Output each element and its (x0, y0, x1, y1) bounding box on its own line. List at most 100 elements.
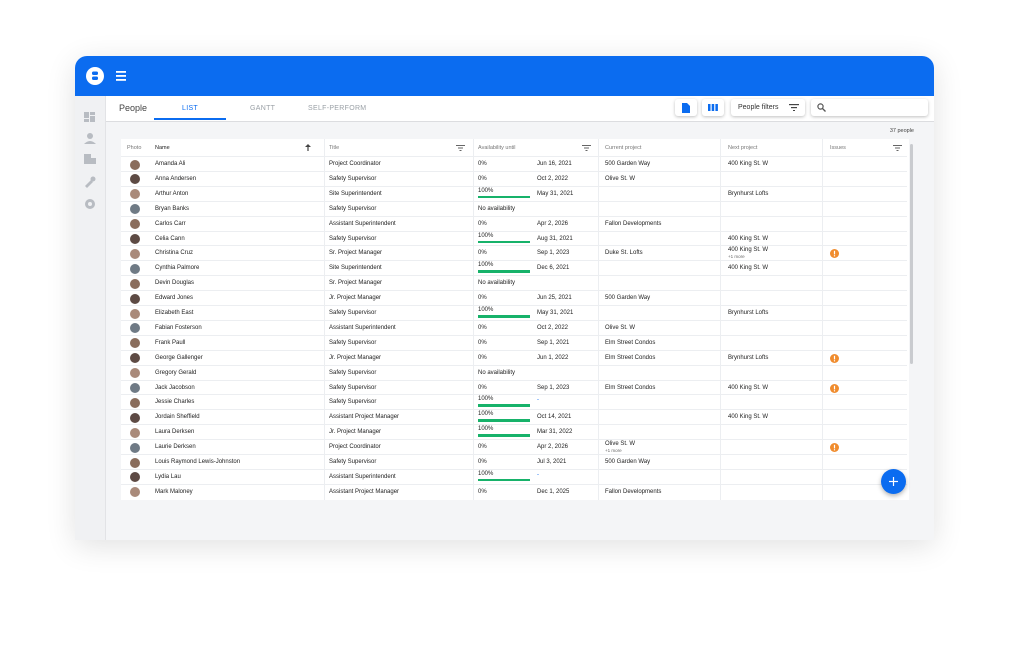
name: Devin Douglas (155, 280, 195, 287)
next-project: 400 King St. W (728, 414, 769, 421)
availability: 0% (478, 161, 487, 167)
filter-icon[interactable] (582, 145, 591, 151)
search-box[interactable] (811, 99, 928, 116)
avatar (130, 383, 140, 393)
logo-and-menu (86, 67, 126, 85)
table-row[interactable]: Lydia Lau Assistant Superintendent 100% - (121, 468, 907, 485)
issue-icon (830, 443, 839, 453)
column-header: Name (155, 145, 170, 151)
availability: 100% (478, 262, 494, 269)
tab[interactable]: LIST (182, 105, 198, 112)
available-until: - (537, 471, 539, 478)
more-count: +1 more (728, 254, 745, 260)
title: Safety Supervisor (329, 459, 377, 465)
availability-bar (478, 434, 530, 437)
table-row[interactable]: Mark Maloney Assistant Project Manager 0% D… (121, 483, 907, 500)
add-button[interactable] (881, 469, 906, 494)
next-project: 400 King St. W (728, 161, 769, 167)
available-until: Jun 25, 2021 (537, 295, 572, 302)
tab[interactable]: GANTT (250, 105, 276, 112)
title: Assistant Superintendent (329, 220, 396, 227)
name: Carlos Carr (155, 220, 186, 227)
table-row[interactable]: Jessie Charles Safety Supervisor 100% - (121, 394, 907, 410)
availability: 0% (478, 488, 487, 495)
issue-icon (830, 353, 839, 363)
table-row[interactable]: Cynthia Palmore Site Superintendent 100% De… (121, 260, 907, 276)
title: Safety Supervisor (329, 205, 377, 212)
title: Assistant Superintendent (329, 473, 396, 480)
avatar (130, 427, 140, 438)
avatar (130, 189, 140, 200)
name: Christina Cruz (155, 250, 194, 257)
section-title: People (119, 103, 148, 113)
table-row[interactable]: George Gallenger Jr. Project Manager 0% Jun… (121, 349, 907, 366)
export-button[interactable] (675, 99, 697, 116)
title: Safety Supervisor (329, 339, 377, 346)
avatar (130, 397, 140, 408)
avatar (130, 368, 140, 379)
available-until: Apr 2, 2026 (537, 444, 569, 451)
avatar (130, 323, 140, 334)
table-row[interactable]: Bryan Banks Safety Supervisor No availabil… (121, 200, 907, 217)
available-until: Jun 1, 2022 (537, 354, 569, 361)
title: Safety Supervisor (329, 310, 377, 316)
avatar (130, 278, 140, 289)
availability-bar (478, 315, 530, 318)
table-row[interactable]: Jack Jacobson Safety Supervisor 0% Sep 1, 2… (121, 379, 907, 396)
table-row[interactable]: Louis Raymond Lewis-Johnston Safety Super… (121, 454, 907, 470)
availability: 0% (478, 444, 487, 451)
table-row[interactable]: Celia Cann Safety Supervisor 100% Aug 31, 2… (121, 230, 907, 247)
column-divider (324, 139, 325, 500)
filter-button[interactable]: People filters (731, 99, 805, 116)
column-header: Availability until (478, 145, 516, 151)
title: Safety Supervisor (329, 235, 377, 242)
next-project: Brynhurst Lofts (728, 190, 769, 197)
availability-bar (478, 240, 530, 243)
name: Louis Raymond Lewis-Johnston (155, 459, 241, 465)
table-row[interactable]: Fabian Fosterson Assistant Superintendent… (121, 319, 907, 336)
columns-button[interactable] (702, 99, 724, 116)
column-divider (720, 139, 721, 500)
table-row[interactable]: Amanda Ali Project Coordinator 0% Jun 16, 2… (121, 156, 907, 172)
avatar (130, 442, 140, 453)
available-until: Jun 16, 2021 (537, 161, 572, 167)
table-row[interactable]: Jordain Sheffield Assistant Project Manag… (121, 409, 907, 425)
current-project: 500 Garden Way (605, 295, 651, 302)
filter-icon[interactable] (893, 145, 902, 151)
table-row[interactable]: Elizabeth East Safety Supervisor 100% May 3… (121, 305, 907, 321)
table-row[interactable]: Frank Paull Safety Supervisor 0% Sep 1, 202… (121, 334, 907, 351)
name: Bryan Banks (155, 205, 190, 212)
sidebar-icons[interactable] (84, 112, 96, 212)
app-window: People LIST GANTT SELF-PERFORM People fi… (75, 56, 934, 540)
next-project: 400 King St. W (728, 384, 769, 391)
table-row[interactable]: Carlos Carr Assistant Superintendent 0% Apr… (121, 215, 907, 232)
tab[interactable]: SELF-PERFORM (308, 105, 367, 112)
more-count: +1 more (605, 448, 622, 454)
avatar (130, 248, 140, 259)
column-header: Photo (127, 145, 142, 151)
availability: 100% (478, 187, 494, 194)
table-row[interactable]: Laurie Derksen Project Coordinator 0% Apr 2… (121, 439, 907, 455)
current-project: Fallon Developments (605, 220, 662, 227)
availability: 100% (478, 396, 494, 403)
available-until: Jul 3, 2021 (537, 459, 567, 465)
column-divider (473, 139, 474, 500)
table-row[interactable]: Gregory Gerald Safety Supervisor No availa… (121, 364, 907, 381)
available-until: Dec 6, 2021 (537, 265, 570, 272)
table-row[interactable]: Edward Jones Jr. Project Manager 0% Jun 25,… (121, 290, 907, 306)
table-row[interactable]: Devin Douglas Sr. Project Manager No avail… (121, 275, 907, 291)
name: Elizabeth East (155, 310, 194, 316)
scrollbar[interactable] (910, 144, 913, 364)
table-row[interactable]: Christina Cruz Sr. Project Manager 0% Sep 1… (121, 245, 907, 261)
name: Celia Cann (155, 235, 185, 242)
avatar (130, 204, 140, 215)
table-row[interactable]: Arthur Anton Site Superintendent 100% May 3… (121, 185, 907, 202)
filter-icon[interactable] (456, 145, 465, 151)
table-row[interactable]: Laura Derksen Jr. Project Manager 100% Mar … (121, 424, 907, 440)
avatar (130, 174, 140, 185)
available-until: Mar 31, 2022 (537, 429, 573, 436)
available-until: Sep 1, 2021 (537, 339, 570, 346)
title: Assistant Project Manager (329, 488, 400, 495)
name: Edward Jones (155, 295, 194, 302)
table-row[interactable]: Anna Andersen Safety Supervisor 0% Oct 2, 2… (121, 170, 907, 187)
